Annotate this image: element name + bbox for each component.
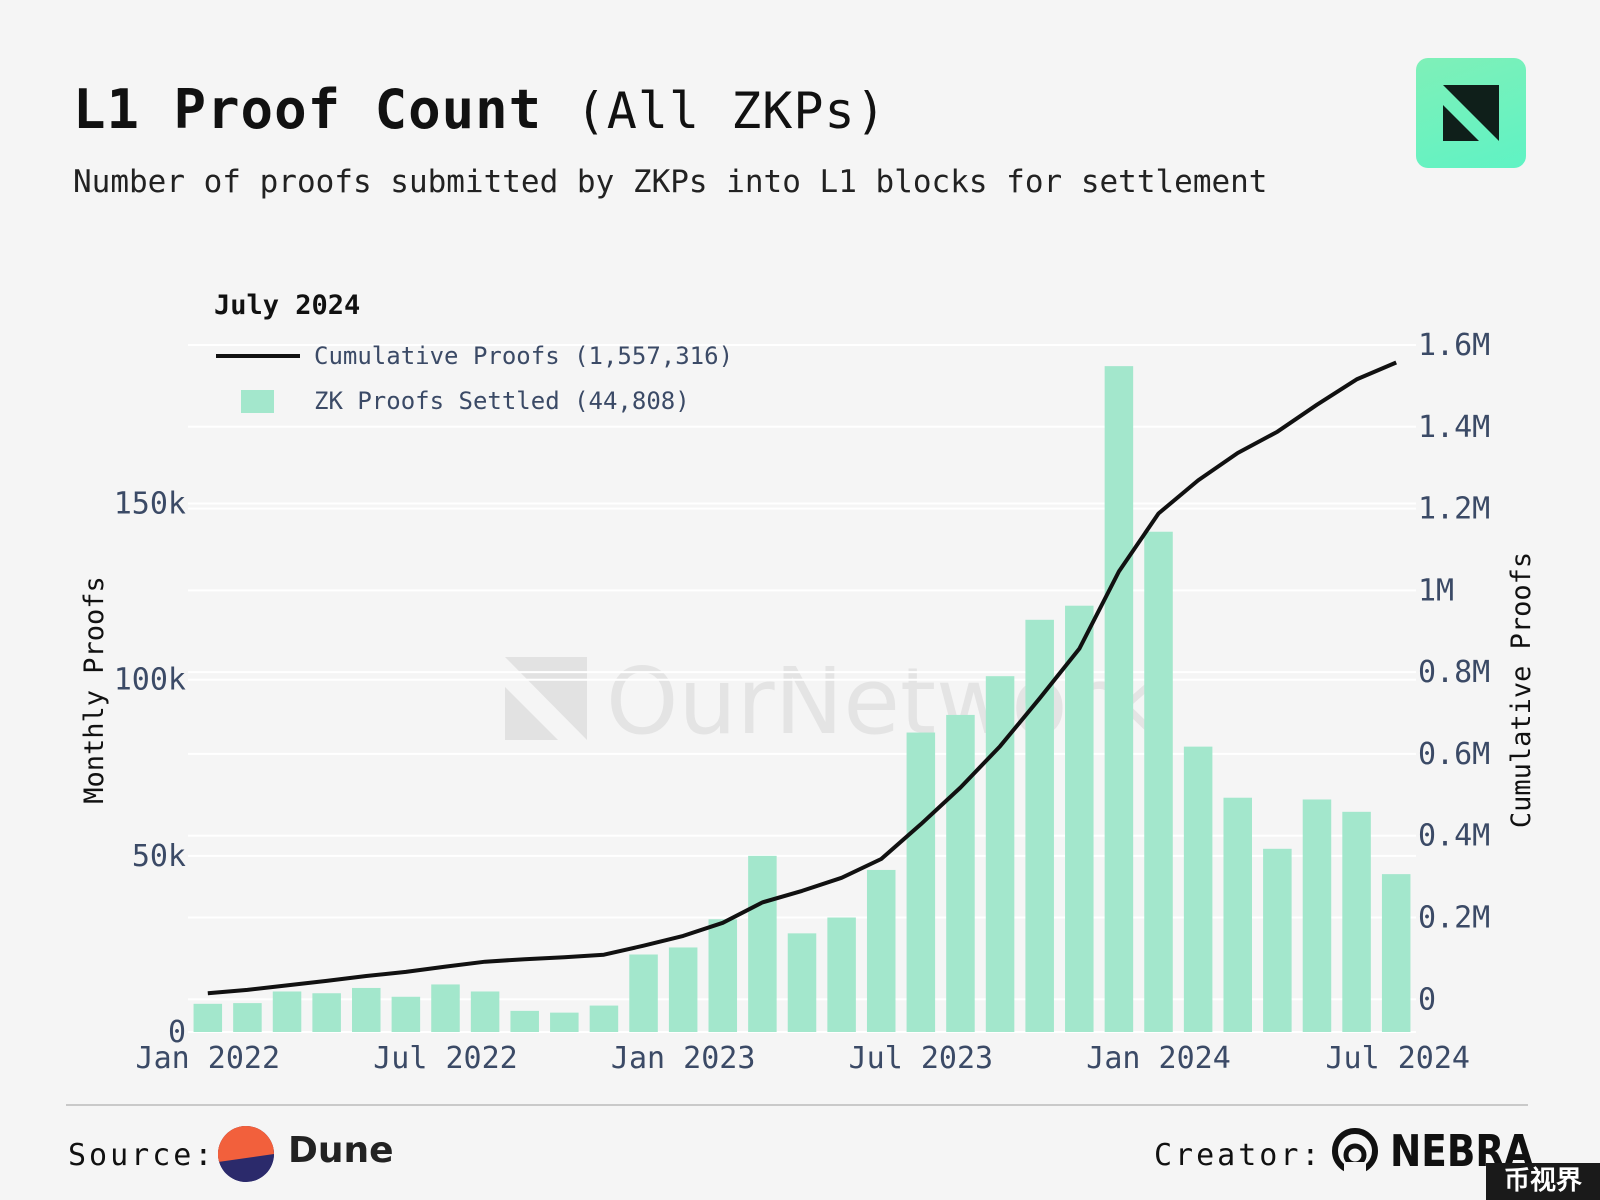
bar-2022-12 — [629, 954, 658, 1032]
y-right-tick-label: 1.2M — [1418, 492, 1490, 527]
source-label: Source: — [68, 1138, 216, 1173]
bar-2022-07 — [431, 984, 460, 1032]
bar-2024-05 — [1302, 799, 1332, 1032]
bar-2023-03 — [748, 855, 777, 1032]
y-right-tick-label: 0.2M — [1418, 901, 1490, 936]
line-series — [207, 360, 1397, 996]
y-left-tick-label: 50k — [132, 839, 186, 874]
axes: 0 50k 100k 150k 0 0.2M 0.4M 0.6M 0.8M 1M 1.2M 1.4M 1… — [79, 328, 1537, 1076]
bar-2023-06 — [866, 869, 896, 1032]
bar-2023-04 — [787, 933, 817, 1032]
bar-2023-11 — [1065, 605, 1094, 1032]
watermark-mark-icon — [505, 687, 558, 740]
bar-2023-01 — [668, 947, 698, 1032]
cumulative-proofs-line — [207, 360, 1397, 996]
bar-2023-08 — [946, 714, 975, 1032]
ournetwork-mark-icon — [1443, 85, 1499, 141]
x-tick-label: Jan 2023 — [611, 1041, 756, 1076]
bar-2023-02 — [708, 919, 738, 1032]
y-right-tick-label: 0 — [1418, 982, 1436, 1017]
x-tick-label: Jul 2024 — [1326, 1041, 1471, 1076]
bar-2022-08 — [470, 991, 500, 1032]
bar-2022-01 — [193, 1003, 223, 1032]
legend-item-settled: ZK Proofs Settled (44,808) — [314, 387, 690, 415]
creator-label: Creator: — [1154, 1138, 1323, 1173]
y-left-tick-label: 100k — [114, 663, 186, 698]
title-paren: (All ZKPs) — [575, 82, 887, 140]
bar-2023-12 — [1104, 366, 1134, 1033]
y-right-tick-label: 0.8M — [1418, 655, 1490, 690]
bar-2024-07 — [1381, 874, 1411, 1032]
bar-2022-11 — [589, 1005, 619, 1032]
corner-watermark-tag: 币视界 — [1486, 1163, 1600, 1200]
bar-2022-02 — [233, 1003, 262, 1032]
bar-2022-04 — [312, 993, 341, 1032]
title-main: L1 Proof Count — [73, 78, 543, 141]
bar-2022-06 — [391, 996, 421, 1032]
bar-series — [193, 366, 1411, 1033]
y-right-tick-label: 1M — [1418, 573, 1454, 608]
x-tick-label: Jan 2022 — [136, 1041, 281, 1076]
y-right-tick-label: 1.4M — [1418, 410, 1490, 445]
footer-divider — [66, 1104, 1528, 1106]
watermark-mark-icon — [505, 657, 587, 740]
bar-2022-05 — [351, 987, 381, 1032]
y-right-tick-label: 1.6M — [1418, 328, 1490, 363]
ournetwork-logo-icon — [1416, 58, 1526, 168]
y-right-axis-title: Cumulative Proofs — [1506, 552, 1537, 828]
y-right-tick-label: 0.4M — [1418, 819, 1490, 854]
chart-subtitle: Number of proofs submitted by ZKPs into … — [73, 164, 1268, 200]
watermark: OurNetwork — [505, 648, 1159, 755]
bar-2022-03 — [272, 991, 302, 1032]
bar-2022-09 — [510, 1010, 539, 1032]
bar-2023-10 — [1025, 619, 1054, 1032]
x-tick-label: Jan 2024 — [1086, 1041, 1231, 1076]
chart-canvas: OurNetwork 0 50k 100k 150k 0 0.2M 0.4M 0.6M 0.8M… — [79, 290, 1537, 1076]
bar-2022-10 — [550, 1012, 579, 1032]
bar-2024-01 — [1144, 531, 1173, 1032]
bar-2023-07 — [906, 732, 936, 1032]
y-left-tick-label: 150k — [114, 487, 186, 522]
bar-2024-02 — [1183, 746, 1213, 1032]
bar-2024-04 — [1263, 848, 1292, 1032]
bar-2023-05 — [827, 917, 856, 1032]
bar-2023-09 — [985, 676, 1015, 1032]
source-name: Dune — [288, 1130, 394, 1171]
chart-title: L1 Proof Count (All ZKPs) — [73, 78, 887, 141]
bar-2024-03 — [1223, 797, 1253, 1032]
dune-logo-icon — [218, 1126, 274, 1182]
x-tick-label: Jul 2022 — [373, 1041, 518, 1076]
legend-item-cumulative: Cumulative Proofs (1,557,316) — [314, 342, 733, 370]
legend-bar-swatch — [241, 390, 274, 413]
y-right-tick-label: 0.6M — [1418, 737, 1490, 772]
legend-title: July 2024 — [214, 290, 360, 321]
bar-2024-06 — [1342, 811, 1371, 1032]
legend: July 2024 Cumulative Proofs (1,557,316) ZK… — [214, 290, 733, 415]
y-left-axis-title: Monthly Proofs — [79, 576, 110, 804]
y-left-tick-label: 0 — [168, 1015, 186, 1050]
nebra-logo-icon — [1332, 1128, 1378, 1176]
x-tick-label: Jul 2023 — [849, 1041, 994, 1076]
